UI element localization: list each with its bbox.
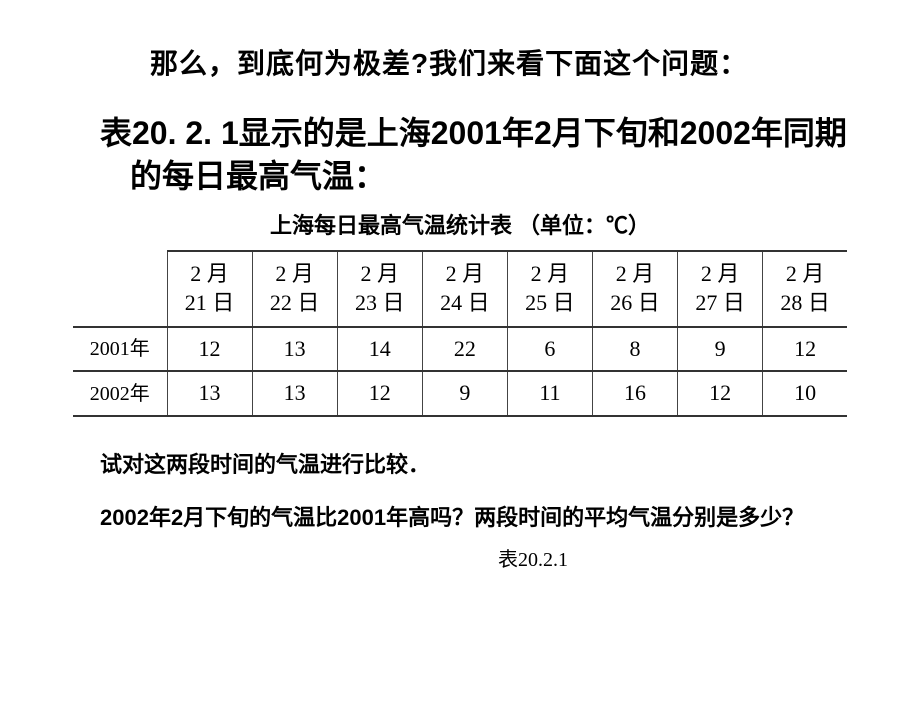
data-cell: 9 <box>678 327 763 372</box>
slide-content: 那么，到底何为极差?我们来看下面这个问题： 表20. 2. 1显示的是上海200… <box>0 0 920 533</box>
table-row: 2001年 12 13 14 22 6 8 9 12 <box>73 327 847 372</box>
table-row: 2002年 13 13 12 9 11 16 12 10 <box>73 371 847 416</box>
data-cell: 12 <box>337 371 422 416</box>
compare-paragraph: 试对这两段时间的气温进行比较． <box>100 447 850 479</box>
subtitle-paragraph: 表20. 2. 1显示的是上海2001年2月下旬和2002年同期的每日最高气温： <box>100 112 850 198</box>
data-cell: 8 <box>592 327 677 372</box>
row-label: 2001年 <box>73 327 167 372</box>
table-reference-label: 表20.2.1 <box>498 543 568 572</box>
data-cell: 14 <box>337 327 422 372</box>
data-cell: 10 <box>763 371 847 416</box>
intro-paragraph: 那么，到底何为极差?我们来看下面这个问题： <box>150 42 850 82</box>
header-cell: 2 月26 日 <box>592 251 677 326</box>
data-cell: 13 <box>252 327 337 372</box>
header-cell: 2 月22 日 <box>252 251 337 326</box>
header-cell: 2 月27 日 <box>678 251 763 326</box>
data-cell: 12 <box>763 327 847 372</box>
data-cell: 11 <box>507 371 592 416</box>
temperature-table-wrap: 上海每日最高气温统计表 （单位：℃） 2 月21 日 2 月22 日 2 月23… <box>73 208 847 417</box>
data-cell: 12 <box>678 371 763 416</box>
header-cell: 2 月24 日 <box>422 251 507 326</box>
data-cell: 12 <box>167 327 252 372</box>
header-cell: 2 月25 日 <box>507 251 592 326</box>
table-header-row: 2 月21 日 2 月22 日 2 月23 日 2 月24 日 2 月25 日 … <box>73 251 847 326</box>
data-cell: 13 <box>167 371 252 416</box>
temperature-table: 2 月21 日 2 月22 日 2 月23 日 2 月24 日 2 月25 日 … <box>73 250 847 417</box>
header-cell: 2 月28 日 <box>763 251 847 326</box>
row-label: 2002年 <box>73 371 167 416</box>
data-cell: 9 <box>422 371 507 416</box>
table-title: 上海每日最高气温统计表 （单位：℃） <box>73 208 847 240</box>
data-cell: 22 <box>422 327 507 372</box>
data-cell: 13 <box>252 371 337 416</box>
header-cell: 2 月21 日 <box>167 251 252 326</box>
data-cell: 16 <box>592 371 677 416</box>
data-cell: 6 <box>507 327 592 372</box>
question-paragraph: 2002年2月下旬的气温比2001年高吗？两段时间的平均气温分别是多少？ <box>100 503 840 533</box>
header-cell: 2 月23 日 <box>337 251 422 326</box>
header-empty-cell <box>73 251 167 326</box>
